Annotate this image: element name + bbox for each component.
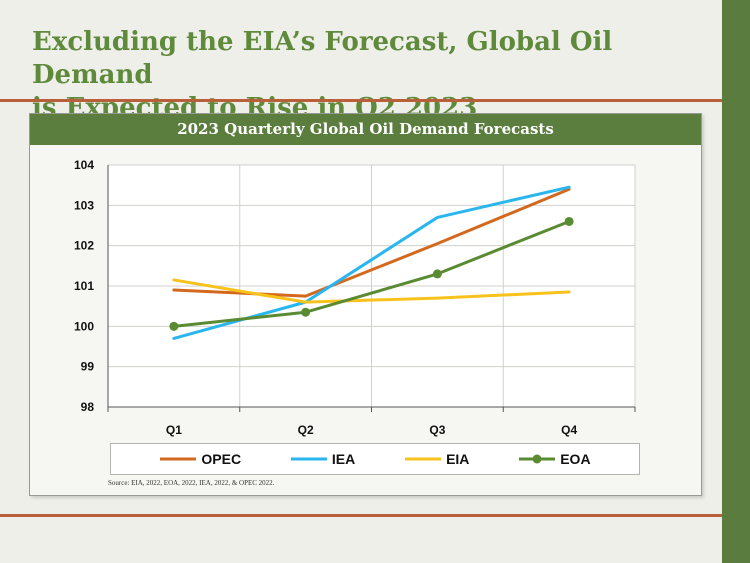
y-tick-label: 101	[74, 279, 94, 293]
x-tick-label: Q2	[298, 423, 314, 437]
data-point-eoa	[564, 216, 574, 226]
y-tick-label: 98	[81, 400, 95, 414]
data-point-eoa	[169, 321, 179, 331]
bottom-divider	[0, 514, 722, 517]
legend-item-opec: OPEC	[159, 451, 241, 467]
legend-label-eoa: EOA	[560, 451, 591, 467]
legend-label-eia: EIA	[446, 451, 470, 467]
series-line-eia	[172, 278, 571, 304]
legend-item-eia: EIA	[404, 451, 469, 467]
chart-title: 2023 Quarterly Global Oil Demand Forecas…	[30, 114, 701, 145]
series-line-opec	[172, 187, 571, 298]
legend-label-iea: IEA	[331, 451, 356, 467]
line-chart: 98 99 100 101 102 103 104 Q1 Q2 Q3 Q4	[74, 158, 636, 437]
series-line-eoa	[172, 219, 571, 328]
y-tick-label: 102	[74, 239, 94, 253]
top-divider	[0, 99, 722, 102]
legend-swatch-eia	[405, 457, 442, 461]
legend-item-iea: IEA	[290, 451, 355, 467]
legend-swatch-eoa	[519, 454, 556, 464]
x-tick-label: Q3	[429, 423, 445, 437]
x-tick-label: Q4	[561, 423, 577, 437]
source-note: Source: EIA, 2022, EOA, 2022, IEA, 2022,…	[108, 479, 275, 487]
legend-swatch-opec	[160, 457, 197, 461]
data-point-eoa	[432, 269, 442, 279]
y-tick-label: 100	[74, 319, 94, 333]
legend-label-opec: OPEC	[201, 451, 242, 467]
legend-swatch-iea	[290, 457, 327, 461]
data-point-eoa	[301, 307, 311, 317]
chart-legend: OPEC IEA EIA EOA	[110, 443, 640, 475]
y-tick-label: 99	[81, 360, 95, 374]
y-tick-label: 104	[74, 158, 94, 172]
legend-item-eoa: EOA	[518, 451, 591, 467]
x-tick-label: Q1	[166, 423, 182, 437]
chart-panel: 2023 Quarterly Global Oil Demand Forecas…	[29, 113, 702, 496]
right-accent-bar	[722, 0, 750, 563]
slide-title: Excluding the EIA’s Forecast, Global Oil…	[32, 26, 712, 125]
y-tick-label: 103	[74, 198, 94, 212]
slide-title-line-1: Excluding the EIA’s Forecast, Global Oil…	[32, 27, 613, 90]
